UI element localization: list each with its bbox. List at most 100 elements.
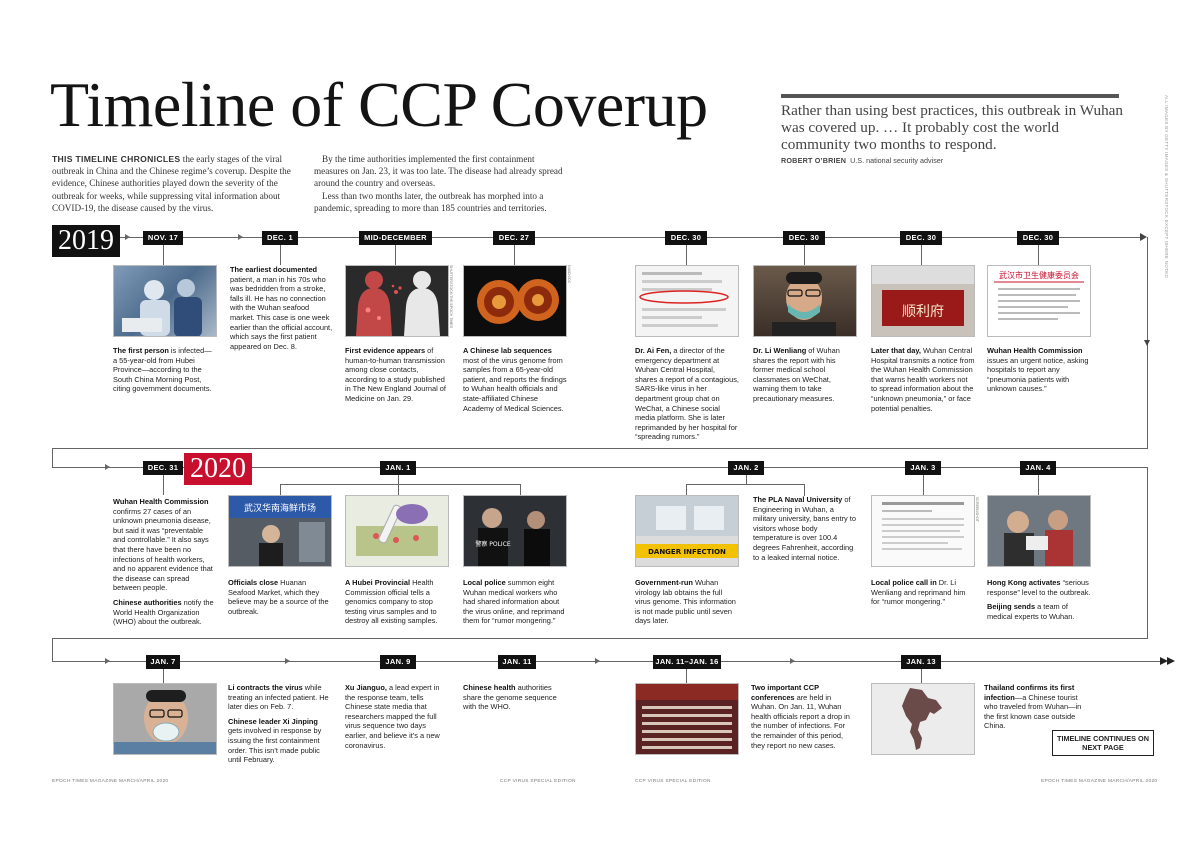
- photo-dec30-report-screenshot: [635, 265, 739, 337]
- date-stem: [163, 669, 164, 683]
- event-dec27-text: most of the virus genome from samples fr…: [463, 355, 567, 413]
- event-dec1: The earliest documented patient, a man i…: [230, 265, 334, 351]
- event-jan11: Chinese health authorities share the gen…: [463, 683, 567, 712]
- date-stem: [921, 245, 922, 265]
- year-2019-badge: 2019: [52, 225, 120, 257]
- event-jan2-lab-text: Wuhan virology lab obtains the full viru…: [635, 578, 736, 626]
- notice-document-illustration: 武汉市卫生健康委员会: [994, 270, 1084, 320]
- market-closed-illustration: 武汉华南海鲜市场: [229, 496, 331, 566]
- timeline-line-row3: [52, 661, 1160, 662]
- event-jan11-text: authorities share the genome sequence wi…: [463, 683, 557, 712]
- footer-right: EPOCH TIMES MAGAZINE MARCH/APRIL 2020: [1041, 779, 1158, 784]
- event-nov17: The first person is infected—a 55-year-o…: [113, 346, 215, 394]
- event-jan9-bold: Xu Jianguo,: [345, 683, 387, 692]
- photo-dec30-li-wenliang: [753, 265, 857, 337]
- footer-mid-2: CCP VIRUS SPECIAL EDITION: [635, 779, 711, 784]
- quote-source-name: ROBERT O’BRIEN: [781, 156, 847, 165]
- event-jan1-police-text: summon eight Wuhan medical workers who h…: [463, 578, 565, 626]
- event-mid-december-bold: First evidence appears: [345, 346, 426, 355]
- quote-rule: [781, 94, 1119, 98]
- photo-dec27-virus: [463, 265, 567, 337]
- photo-dec30-hospital: 顺利府: [871, 265, 975, 337]
- pull-quote: Rather than using best practices, this o…: [781, 102, 1124, 154]
- event-jan2-pla: The PLA Naval University of Engineering …: [753, 495, 857, 562]
- event-jan3-bold: Local police call in: [871, 578, 937, 587]
- event-dec31-p1: Wuhan Health Commission confirms 27 case…: [113, 497, 217, 593]
- event-dec1-bold: The earliest documented: [230, 265, 318, 274]
- timeline-connector-left2: [52, 638, 53, 661]
- event-jan4-bold: Hong Kong activates: [987, 578, 1061, 587]
- date-label-jan4: JAN. 4: [1020, 461, 1056, 475]
- date-label-dec1: DEC. 1: [262, 231, 298, 245]
- hospital-sign-text: 顺利府: [902, 304, 944, 320]
- photo-jan2-virology-lab: DANGER INFECTION: [635, 495, 739, 567]
- event-dec31-bold2: Chinese authorities: [113, 597, 182, 607]
- human-transmission-illustration: [356, 271, 440, 336]
- timeline-connector-left1: [52, 448, 53, 468]
- date-label-jan3: JAN. 3: [905, 461, 941, 475]
- event-jan4-text: “serious response” level to the outbreak…: [987, 578, 1091, 597]
- timeline-line-return2: [52, 638, 1148, 639]
- date-stem: [686, 484, 687, 496]
- medical-workers-illustration: [122, 279, 202, 336]
- event-dec31-text2: notify the World Health Organization (WH…: [113, 597, 214, 627]
- event-jan1-market: Officials close Huanan Seafood Market, w…: [228, 578, 332, 616]
- double-arrow-icon-2: [1167, 657, 1175, 665]
- photo-jan3-police-document: [871, 495, 975, 567]
- photo-nov17-medical-workers: [113, 265, 217, 337]
- event-jan2-lab-bold: Government-run: [635, 578, 693, 587]
- event-jan1-police: Local police summon eight Wuhan medical …: [463, 578, 567, 626]
- page-title: Timeline of CCP Coverup: [50, 69, 708, 140]
- event-jan7-text2: gets involved in response by issuing the…: [228, 726, 322, 765]
- date-label-dec30-d: DEC. 30: [1017, 231, 1059, 245]
- date-stem: [804, 484, 805, 496]
- date-label-dec30-b: DEC. 30: [783, 231, 825, 245]
- arrow-right-icon: [1140, 233, 1147, 241]
- event-jan13: Thailand confirms its first infection—a …: [984, 683, 1090, 731]
- date-label-jan1: JAN. 1: [380, 461, 416, 475]
- date-label-dec27: DEC. 27: [493, 231, 535, 245]
- event-dec31-text: confirms 27 cases of an unknown pneumoni…: [113, 506, 213, 593]
- intro-lead-caps: THIS TIMELINE CHRONICLES: [52, 154, 181, 164]
- timeline-connector-right2: [1147, 467, 1148, 639]
- photo-credit-jan3: SCREENSHOT: [975, 497, 979, 522]
- arrow-down-icon: [1144, 340, 1150, 346]
- photo-jan1-police: 警察 POLICE: [463, 495, 567, 567]
- event-jan4: Hong Kong activates “serious response” l…: [987, 578, 1091, 621]
- event-jan11-16-bold: Two important CCP conferences: [751, 683, 819, 702]
- event-jan1-hubei-bold: A Hubei Provincial: [345, 578, 411, 587]
- date-label-jan9: JAN. 9: [380, 655, 416, 669]
- date-label-jan13: JAN. 13: [901, 655, 941, 669]
- virus-illustration: [477, 279, 559, 324]
- event-jan11-bold: Chinese health: [463, 683, 516, 692]
- photo-dec30-notice: 武汉市卫生健康委员会: [987, 265, 1091, 337]
- photo-mid-december-transmission: [345, 265, 449, 337]
- event-jan4-bold2: Beijing sends: [987, 602, 1036, 612]
- event-dec31: Wuhan Health Commission confirms 27 case…: [113, 497, 217, 627]
- hospital-illustration: 顺利府: [872, 266, 974, 326]
- tick-arrow-icon: [285, 658, 290, 664]
- hong-kong-crowd-illustration: [1004, 510, 1073, 566]
- event-jan7-text: while treating an infected patient. He l…: [228, 683, 329, 712]
- footer-left: EPOCH TIMES MAGAZINE MARCH/APRIL 2020: [52, 779, 169, 784]
- intro-column-2: By the time authorities implemented the …: [314, 153, 569, 214]
- date-stem: [686, 245, 687, 265]
- event-jan9-text: a lead expert in the response team, tell…: [345, 683, 440, 750]
- date-label-jan2: JAN. 2: [728, 461, 764, 475]
- event-dec30-ai-fen-bold: Dr. Ai Fen,: [635, 346, 672, 355]
- event-jan9: Xu Jianguo, a lead expert in the respons…: [345, 683, 449, 750]
- event-nov17-text: is infected—a 55-year-old from Hubei Pro…: [113, 346, 212, 394]
- event-mid-december: First evidence appears of human-to-human…: [345, 346, 449, 404]
- event-jan7-p2: Chinese leader Xi Jinping gets involved …: [228, 717, 332, 765]
- event-jan13-bold: Thailand confirms its first infection: [984, 683, 1075, 702]
- police-illustration: 警察 POLICE: [475, 508, 550, 566]
- event-mid-december-text: of human-to-human transmission among clo…: [345, 346, 446, 403]
- event-dec30-ai-fen-text: a director of the emergency department a…: [635, 346, 739, 442]
- event-jan1-hubei: A Hubei Provincial Health Commission off…: [345, 578, 449, 626]
- lab-samples-illustration: [356, 504, 438, 556]
- police-document-illustration: [882, 502, 964, 550]
- date-stem: [398, 484, 399, 496]
- date-stem: [163, 245, 164, 265]
- photo-credit-mid-december: SHUTTERSTOCK/THE EPOCH TIMES: [449, 265, 453, 329]
- event-jan1-police-bold: Local police: [463, 578, 506, 587]
